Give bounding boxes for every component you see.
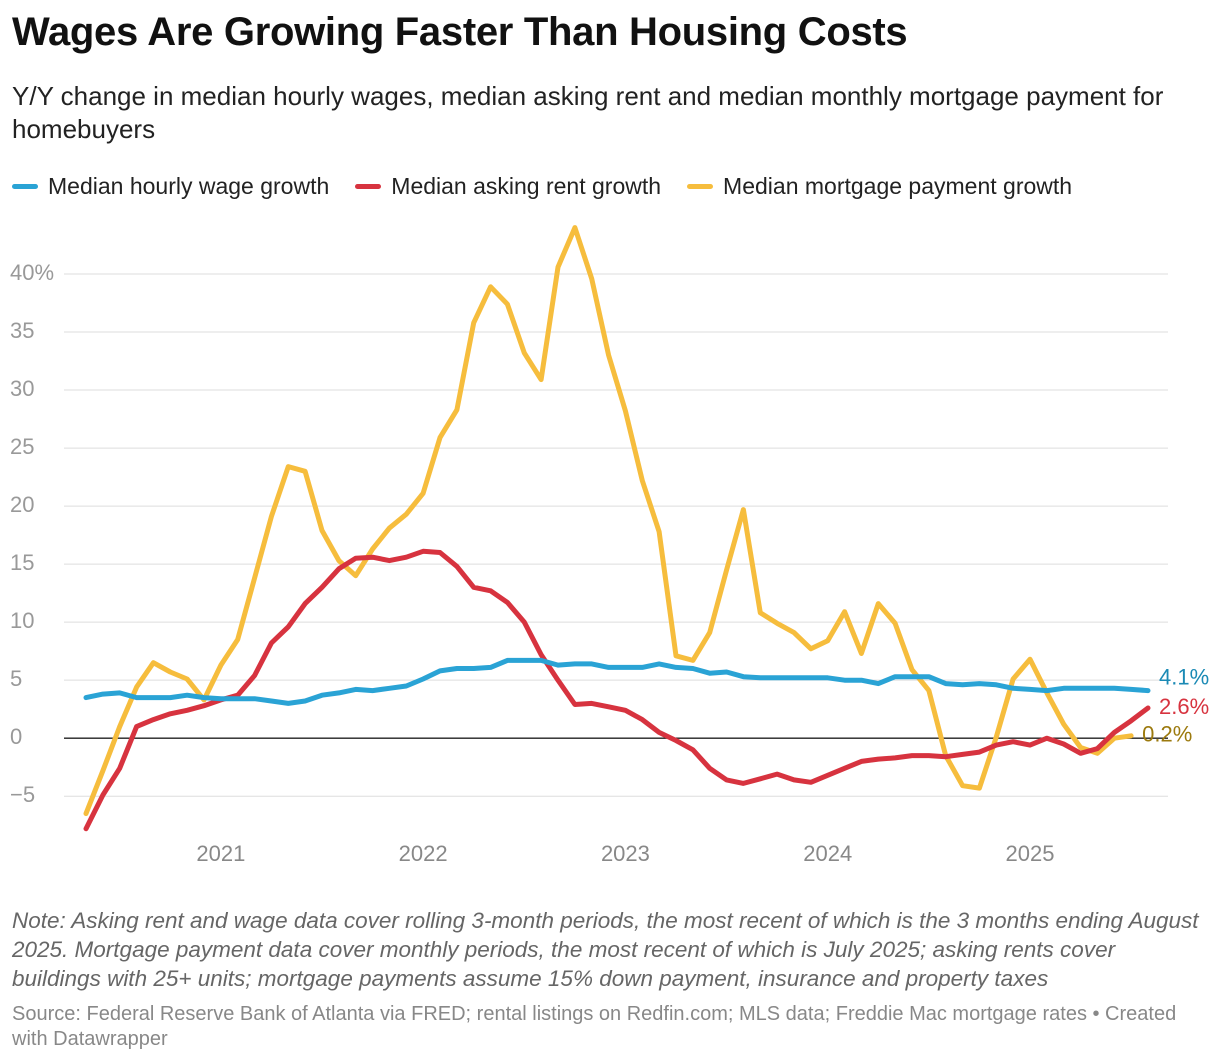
series-line <box>83 548 1151 832</box>
y-tick-label: 0 <box>10 724 22 749</box>
y-tick-label: 40% <box>10 260 54 285</box>
legend-label: Median asking rent growth <box>391 173 662 199</box>
legend-label: Median hourly wage growth <box>48 173 330 199</box>
legend-item: Median asking rent growth <box>355 173 661 200</box>
note: Note: Asking rent and wage data cover ro… <box>12 908 1199 991</box>
y-tick-label: 25 <box>10 434 34 459</box>
legend-swatch <box>12 184 38 189</box>
value-label: 2.6% <box>1159 694 1209 719</box>
value-label: 4.1% <box>1159 664 1209 689</box>
x-tick-label: 2023 <box>601 841 650 866</box>
legend-swatch <box>355 184 382 189</box>
y-tick-label: −5 <box>10 782 35 807</box>
chart-subtitle: Y/Y change in median hourly wages, media… <box>12 81 1164 144</box>
series-line <box>83 657 1151 706</box>
y-tick-label: 35 <box>10 318 34 343</box>
x-tick-label: 2022 <box>399 841 448 866</box>
x-tick-label: 2021 <box>196 841 245 866</box>
legend: Median hourly wage growth Median asking r… <box>12 173 1072 200</box>
y-tick-label: 10 <box>10 608 34 633</box>
y-tick-label: 15 <box>10 550 34 575</box>
series-line <box>83 225 1134 817</box>
y-tick-label: 20 <box>10 492 34 517</box>
x-tick-label: 2025 <box>1006 841 1055 866</box>
legend-item: Median mortgage payment growth <box>687 173 1072 200</box>
y-tick-label: 30 <box>10 376 34 401</box>
legend-item: Median hourly wage growth <box>12 173 329 200</box>
chart-title: Wages Are Growing Faster Than Housing Co… <box>12 10 908 54</box>
legend-swatch <box>687 184 714 189</box>
source: Source: Federal Reserve Bank of Atlanta … <box>12 1003 1177 1050</box>
legend-label: Median mortgage payment growth <box>723 173 1073 199</box>
value-label: 0.2% <box>1142 722 1192 747</box>
y-tick-label: 5 <box>10 666 22 691</box>
x-tick-label: 2024 <box>803 841 852 866</box>
